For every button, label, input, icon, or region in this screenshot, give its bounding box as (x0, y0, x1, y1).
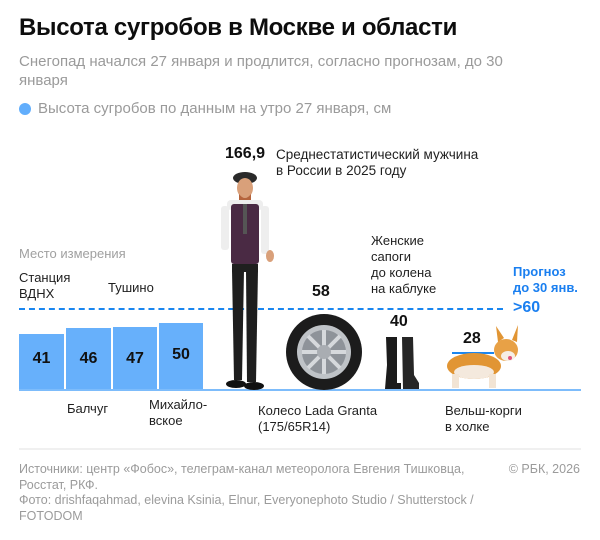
label-mikh-line1: Михайло- (149, 397, 208, 412)
chart-title: Высота сугробов в Москве и области (19, 14, 458, 41)
wheel-icon (286, 314, 362, 390)
bar-vdnh: 41 (19, 334, 64, 390)
corgi-icon (447, 325, 518, 388)
man-label: Среднестатистический мужчина в России в … (276, 147, 478, 179)
baseline (19, 389, 581, 391)
label-balchug: Балчуг (67, 401, 109, 416)
corgi-label: Вельш-корги в холке (445, 403, 522, 435)
bar-balchug: 46 (66, 328, 111, 390)
wheel-label: Колесо Lada Granta (175/65R14) (258, 403, 377, 435)
forecast-line (19, 308, 503, 310)
bar-tushino: 47 (113, 327, 157, 390)
chart-subtitle: Снегопад начался 27 января и продлится, … (19, 53, 503, 89)
boots-label: Женские сапоги до колена на каблуке (371, 233, 436, 297)
wheel-label-line2: (175/65R14) (258, 419, 331, 434)
boots-label-line3: до колена (371, 265, 432, 280)
corgi-label-line1: Вельш-корги (445, 403, 522, 418)
corgi-label-line2: в холке (445, 419, 490, 434)
label-vdnh-line1: Станция (19, 270, 71, 285)
label-mikh-line2: вское (149, 413, 183, 428)
boots-icon (385, 337, 419, 389)
wheel-value: 58 (312, 283, 330, 300)
corgi-marker-line (452, 352, 494, 354)
man-figure-icon (221, 172, 274, 390)
wheel-label-line1: Колесо Lada Granta (258, 403, 378, 418)
corgi-value: 28 (463, 330, 481, 347)
man-label-line1: Среднестатистический мужчина (276, 147, 479, 162)
forecast-value: >60 (513, 299, 541, 316)
footer-divider (19, 448, 581, 450)
label-mikhaylovskoe: Михайло- вское (149, 397, 207, 429)
footer-sources: Источники: центр «Фобос», телеграм-канал… (19, 462, 465, 492)
boots-label-line1: Женские (371, 233, 424, 248)
label-tushino: Тушино (108, 280, 154, 295)
label-vdnh-line2: ВДНХ (19, 286, 55, 301)
man-value: 166,9 (225, 145, 266, 162)
bar-mikhaylovskoe: 50 (159, 323, 203, 390)
footer-credits: Источники: центр «Фобос», телеграм-канал… (19, 462, 489, 524)
forecast-label-line1: Прогноз (513, 264, 566, 279)
legend-label: Высота сугробов по данным на утро 27 янв… (38, 100, 392, 117)
boots-label-line2: сапоги (371, 249, 412, 264)
label-vdnh: Станция ВДНХ (19, 270, 70, 302)
forecast-label-line2: до 30 янв. (513, 280, 578, 295)
legend-dot-icon (19, 102, 31, 115)
forecast-label: Прогноз до 30 янв. (513, 264, 578, 296)
boots-label-line4: на каблуке (371, 281, 437, 296)
place-heading: Место измерения (19, 246, 126, 261)
footer-photo-credits: Фото: drishfaqahmad, elevina Ksinia, Eln… (19, 493, 474, 523)
copyright: © РБК, 2026 (508, 462, 580, 476)
man-label-line2: в России в 2025 году (276, 163, 407, 178)
legend: Высота сугробов по данным на утро 27 янв… (19, 100, 391, 117)
boots-value: 40 (390, 313, 408, 330)
